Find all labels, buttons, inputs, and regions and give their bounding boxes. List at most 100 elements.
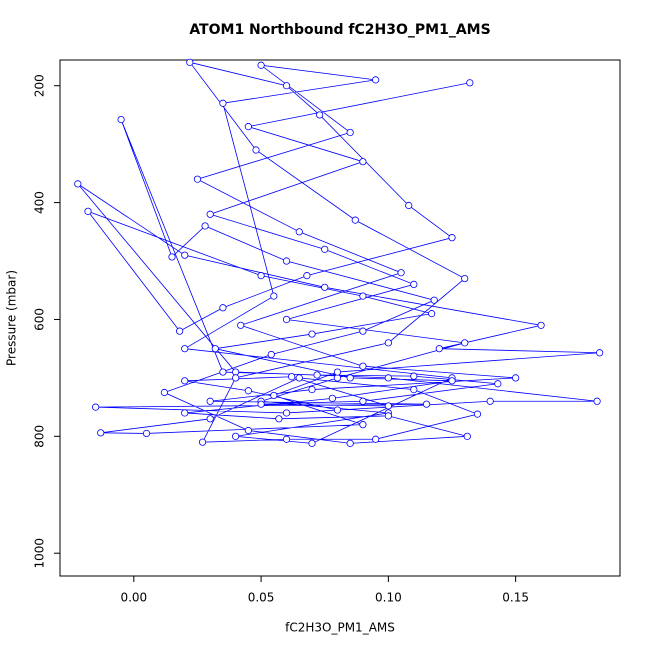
data-point bbox=[321, 245, 329, 253]
x-tick-label: 0.05 bbox=[248, 591, 275, 605]
y-tick-label: 1000 bbox=[33, 538, 47, 569]
data-point bbox=[267, 350, 275, 359]
data-point bbox=[466, 79, 474, 87]
data-point bbox=[461, 339, 469, 347]
data-point bbox=[295, 374, 303, 382]
data-point bbox=[430, 296, 438, 304]
data-point bbox=[308, 330, 316, 338]
data-point bbox=[346, 374, 354, 382]
data-point bbox=[181, 345, 189, 353]
data-point bbox=[219, 99, 227, 107]
y-tick-label: 200 bbox=[33, 74, 47, 97]
data-point bbox=[321, 283, 329, 291]
data-point bbox=[257, 272, 265, 280]
data-point bbox=[351, 216, 359, 224]
data-point bbox=[181, 251, 189, 259]
data-point bbox=[346, 439, 354, 447]
data-point bbox=[282, 409, 291, 417]
data-point bbox=[359, 362, 367, 370]
data-point bbox=[303, 272, 311, 280]
data-point bbox=[142, 429, 151, 438]
data-point bbox=[308, 439, 316, 447]
data-point bbox=[206, 415, 214, 423]
data-point bbox=[593, 397, 601, 405]
y-tick-label: 800 bbox=[33, 425, 47, 448]
data-point bbox=[160, 388, 168, 397]
data-point bbox=[405, 201, 413, 210]
data-point bbox=[435, 345, 443, 353]
data-point bbox=[384, 402, 392, 410]
data-point bbox=[313, 371, 321, 379]
data-point bbox=[257, 400, 265, 408]
data-point bbox=[359, 397, 367, 405]
data-point bbox=[117, 116, 125, 124]
x-tick-label: 0.15 bbox=[502, 591, 529, 605]
data-point bbox=[428, 310, 436, 318]
data-point bbox=[282, 82, 291, 90]
data-point bbox=[473, 410, 482, 418]
data-point bbox=[74, 180, 82, 188]
data-point bbox=[252, 146, 260, 154]
data-point bbox=[537, 321, 545, 329]
data-point bbox=[328, 394, 336, 402]
data-point bbox=[219, 368, 227, 376]
data-point bbox=[448, 377, 456, 385]
y-tick-label: 600 bbox=[33, 308, 47, 331]
data-point bbox=[384, 412, 392, 420]
data-point bbox=[176, 327, 184, 335]
data-point bbox=[181, 377, 189, 385]
data-point bbox=[232, 432, 240, 440]
data-point bbox=[193, 175, 202, 183]
data-point bbox=[410, 280, 418, 288]
data-point bbox=[333, 368, 342, 376]
chart-title: ATOM1 Northbound fC2H3O_PM1_AMS bbox=[189, 22, 490, 38]
data-point bbox=[295, 228, 303, 236]
data-point bbox=[486, 397, 494, 405]
data-point bbox=[308, 385, 316, 394]
data-point bbox=[372, 76, 380, 84]
data-point bbox=[282, 257, 291, 265]
data-point bbox=[275, 415, 283, 423]
data-point bbox=[84, 207, 92, 215]
data-point bbox=[316, 111, 324, 119]
data-point bbox=[181, 409, 189, 417]
data-point bbox=[397, 269, 405, 277]
data-point bbox=[359, 158, 367, 166]
data-point bbox=[384, 374, 392, 382]
data-point bbox=[461, 274, 469, 283]
data-point bbox=[422, 400, 431, 408]
data-point bbox=[512, 374, 520, 382]
data-point bbox=[270, 292, 278, 300]
data-point bbox=[201, 222, 209, 230]
data-point bbox=[219, 304, 227, 312]
data-point bbox=[244, 123, 252, 131]
data-point bbox=[244, 387, 252, 395]
data-point bbox=[333, 374, 342, 382]
data-point bbox=[346, 128, 354, 137]
data-point bbox=[211, 345, 219, 353]
x-tick-label: 0.10 bbox=[375, 591, 402, 605]
x-axis-label: fC2H3O_PM1_AMS bbox=[285, 621, 395, 635]
data-point bbox=[206, 397, 214, 405]
data-point bbox=[257, 61, 265, 69]
data-point bbox=[359, 421, 367, 429]
data-point bbox=[232, 374, 240, 382]
x-tick-label: 0.00 bbox=[120, 591, 147, 605]
data-point bbox=[92, 403, 100, 411]
data-point bbox=[168, 253, 176, 261]
data-point bbox=[282, 315, 291, 324]
data-point bbox=[244, 426, 252, 435]
y-tick-label: 400 bbox=[33, 191, 47, 214]
data-point bbox=[237, 321, 245, 329]
y-axis-label: Pressure (mbar) bbox=[5, 270, 19, 366]
data-point bbox=[463, 432, 471, 440]
data-point bbox=[288, 373, 296, 381]
data-point bbox=[384, 339, 392, 347]
series-line bbox=[77, 61, 600, 444]
data-point bbox=[448, 234, 456, 242]
data-point bbox=[232, 368, 240, 376]
data-point bbox=[372, 435, 380, 443]
data-point bbox=[359, 327, 367, 335]
data-point bbox=[206, 210, 214, 218]
